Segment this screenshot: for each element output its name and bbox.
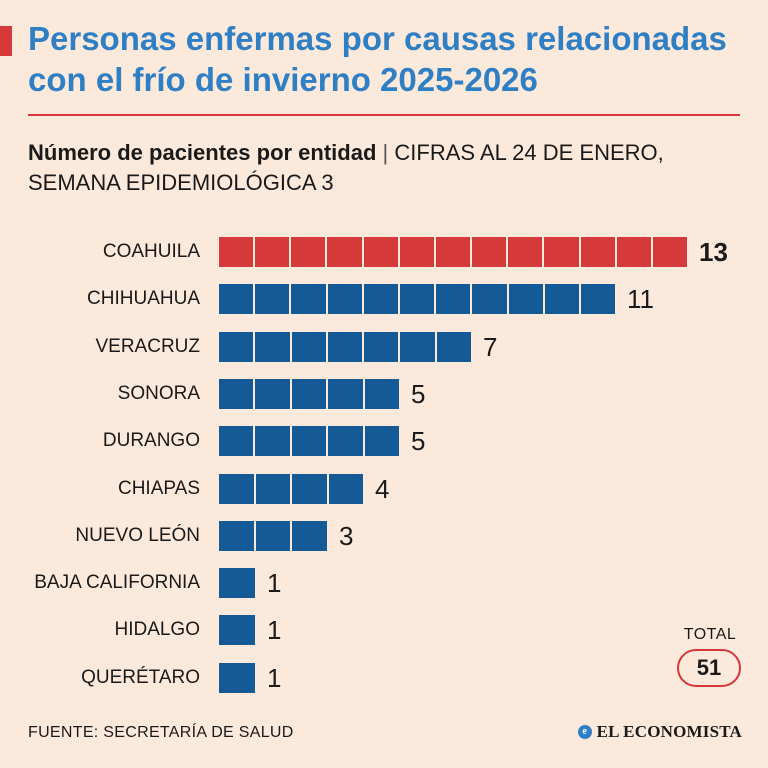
- bar-cell: [219, 520, 254, 551]
- data-label: 5: [411, 426, 426, 457]
- chart-subtitle: Número de pacientes por entidad | CIFRAS…: [28, 138, 728, 198]
- bar-cell: [327, 331, 363, 362]
- bar-cell: [364, 331, 399, 362]
- bar-cell: [327, 237, 362, 267]
- bar-cell: [219, 237, 254, 267]
- bar-cell: [327, 284, 362, 315]
- data-label: 4: [375, 473, 390, 504]
- category-label: NUEVO LEÓN: [75, 524, 200, 546]
- subtitle-separator: |: [382, 140, 389, 165]
- category-label: BAJA CALIFORNIA: [34, 572, 200, 594]
- bar: [219, 473, 363, 504]
- bar-cell: [291, 378, 327, 409]
- bar-cell: [219, 615, 255, 646]
- total-label: TOTAL: [683, 626, 737, 643]
- chart-title: Personas enfermas por causas relacionada…: [28, 20, 727, 98]
- bar-cell: [364, 426, 400, 457]
- bar-cell: [291, 426, 327, 457]
- data-label: 1: [267, 662, 282, 693]
- bar-cell: [291, 284, 326, 315]
- category-label: HIDALGO: [114, 619, 200, 641]
- bar-cell: [508, 284, 543, 315]
- bar-cell: [544, 284, 579, 315]
- bar: [219, 237, 688, 267]
- bar-cell: [291, 331, 326, 362]
- category-label: CHIHUAHUA: [87, 288, 200, 310]
- bar-cell: [255, 237, 290, 267]
- data-label: 7: [483, 331, 498, 362]
- category-label: CHIAPAS: [117, 477, 200, 499]
- brand-name: EL ECONOMISTA: [596, 722, 742, 741]
- bar-cell: [363, 237, 398, 267]
- data-label: 3: [339, 520, 354, 551]
- brand-logo: e EL ECONOMISTA: [577, 722, 742, 742]
- bar-cell: [292, 520, 328, 551]
- bar-cell: [436, 331, 471, 362]
- bar-cell: [219, 426, 254, 457]
- bar: [219, 331, 471, 362]
- bar-cell: [364, 378, 400, 409]
- category-label: QUERÉTARO: [81, 666, 200, 688]
- brand-e-icon: e: [577, 725, 592, 739]
- bar-cell: [328, 426, 363, 457]
- bar-cell: [255, 520, 291, 551]
- bar-cell: [292, 473, 327, 504]
- title-accent-bar: [0, 26, 12, 56]
- bar-cell: [219, 284, 254, 315]
- bar-cell: [472, 237, 507, 267]
- bar: [219, 284, 616, 315]
- bar-cell: [544, 237, 579, 267]
- bar-cell: [328, 378, 363, 409]
- bar-cell: [436, 284, 471, 315]
- bar-cell: [472, 284, 507, 315]
- bar-cell: [652, 237, 688, 267]
- title-divider: [28, 114, 740, 116]
- bar-cell: [255, 378, 290, 409]
- bar-cell: [580, 284, 616, 315]
- source-note: FUENTE: SECRETARÍA DE SALUD: [28, 724, 294, 741]
- bar: [219, 426, 400, 457]
- bar-cell: [400, 331, 435, 362]
- bar-cell: [399, 284, 435, 315]
- bar-cell: [219, 473, 254, 504]
- bar-cell: [255, 473, 290, 504]
- data-label: 1: [267, 615, 282, 646]
- bar-cell: [255, 331, 290, 362]
- bar-cell: [435, 237, 471, 267]
- bar-cell: [255, 426, 290, 457]
- bar: [219, 378, 400, 409]
- bar: [219, 615, 255, 646]
- bar: [219, 568, 255, 599]
- bar-cell: [255, 284, 290, 315]
- data-label: 13: [699, 237, 728, 267]
- data-label: 1: [267, 568, 282, 599]
- bar-cell: [219, 331, 254, 362]
- subtitle-bold: Número de pacientes por entidad: [28, 140, 377, 165]
- bar-cell: [219, 378, 254, 409]
- bar: [219, 662, 255, 693]
- bar-cell: [580, 237, 615, 267]
- total-badge: 51: [677, 649, 741, 687]
- category-label: DURANGO: [102, 430, 200, 452]
- bar-cell: [291, 237, 326, 267]
- bar-cell: [399, 237, 434, 267]
- bar-cell: [328, 473, 363, 504]
- bar-cell: [219, 568, 255, 599]
- data-label: 5: [411, 378, 426, 409]
- data-label: 11: [627, 284, 654, 315]
- bar: [219, 520, 328, 551]
- category-label: SONORA: [117, 382, 200, 404]
- bar-cell: [219, 662, 255, 693]
- bar-cell: [616, 237, 651, 267]
- bar-cell: [508, 237, 543, 267]
- category-label: VERACRUZ: [95, 335, 200, 357]
- bar-cell: [363, 284, 398, 315]
- subtitle-rest: CIFRAS AL 24 DE ENERO, SEMANA EPIDEMIOLÓ…: [28, 140, 664, 195]
- category-label: COAHUILA: [102, 241, 200, 262]
